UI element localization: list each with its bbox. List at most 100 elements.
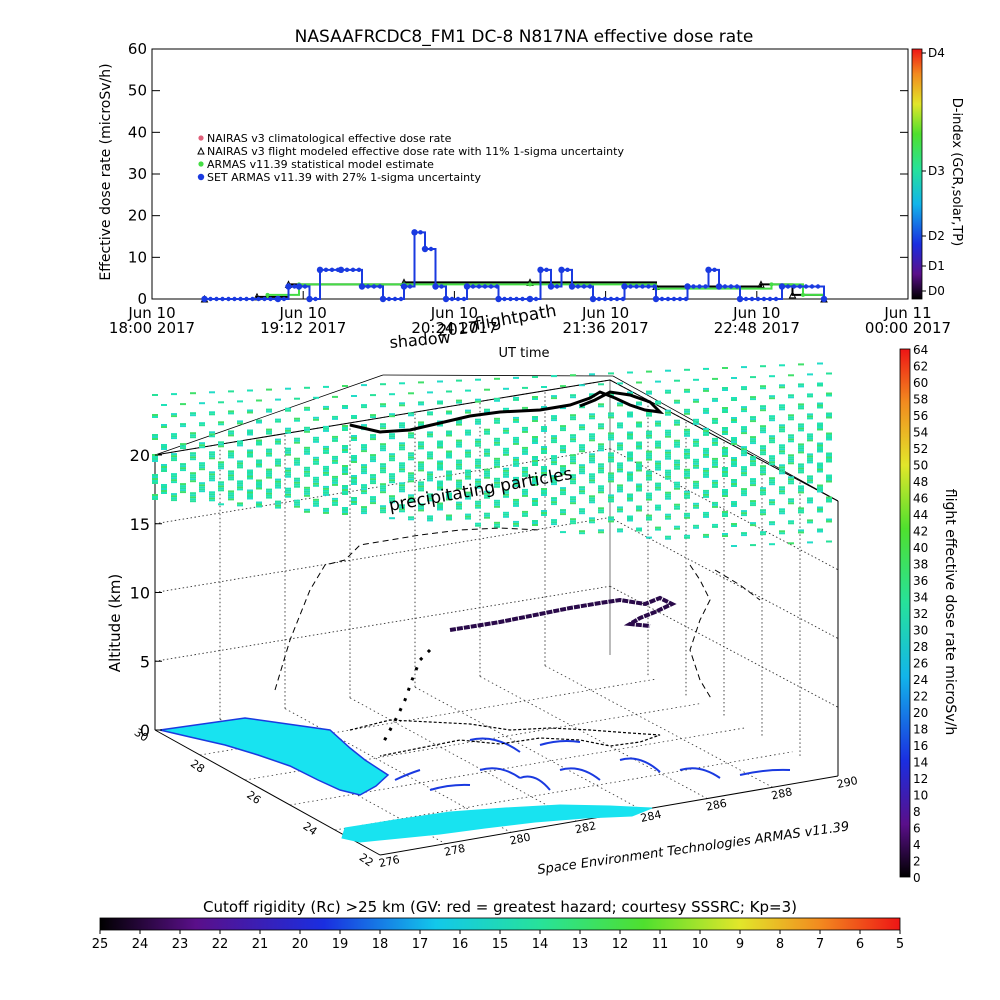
bahamas-coastline bbox=[469, 737, 521, 753]
cutoff-rigidity-title: Cutoff rigidity (Rc) >25 km (GV: red = g… bbox=[203, 898, 797, 916]
x-tick-label-date: Jun 11 bbox=[883, 304, 931, 322]
wall-gridline bbox=[609, 448, 839, 571]
cutoff-tick-label: 21 bbox=[252, 937, 269, 952]
colorbar-tick-label: 14 bbox=[913, 756, 928, 770]
set-armas-point bbox=[232, 296, 237, 302]
set-armas-point bbox=[317, 267, 323, 273]
set-armas-point bbox=[250, 296, 255, 302]
armas-model-point bbox=[265, 292, 270, 297]
set-armas-point bbox=[815, 284, 821, 289]
set-armas-point bbox=[350, 267, 356, 273]
colorbar-tick-label: 38 bbox=[913, 558, 928, 572]
set-armas-point bbox=[628, 284, 633, 289]
set-armas-point bbox=[281, 296, 287, 302]
altitude-tick-label: 0 bbox=[140, 721, 150, 740]
x-tick-label-time: 22:48 2017 bbox=[714, 319, 800, 337]
altitude-tick-label: 10 bbox=[130, 584, 150, 603]
cutoff-tick-label: 7 bbox=[816, 937, 824, 952]
cutoff-tick-label: 22 bbox=[212, 937, 229, 952]
dindex-tick-label: D4 bbox=[928, 46, 945, 60]
top-y-ticks: 0 10 20 30 40 50 60 bbox=[128, 40, 908, 308]
cutoff-tick-label: 14 bbox=[532, 937, 549, 952]
set-armas-point bbox=[703, 284, 708, 289]
top-x-axis-label: UT time bbox=[499, 346, 550, 361]
set-armas-point bbox=[275, 296, 281, 302]
y-tick-label: 10 bbox=[128, 248, 147, 266]
set-armas-point bbox=[596, 296, 602, 302]
colorbar-tick-label: 60 bbox=[913, 376, 928, 390]
colorbar-tick-label: 18 bbox=[913, 723, 928, 737]
set-armas-point bbox=[665, 296, 671, 302]
colorbar-tick-label: 24 bbox=[913, 673, 928, 687]
colorbar-tick-label: 30 bbox=[913, 624, 928, 638]
set-armas-point bbox=[797, 284, 803, 289]
colorbar-tick-label: 64 bbox=[913, 343, 928, 357]
set-armas-point bbox=[286, 284, 291, 289]
cutoff-tick-label: 20 bbox=[292, 937, 309, 952]
x-tick-label-time: 21:36 2017 bbox=[563, 319, 649, 337]
set-armas-point bbox=[634, 284, 639, 289]
set-armas-point bbox=[386, 296, 392, 302]
legend-label: NAIRAS v3 climatological effective dose … bbox=[207, 132, 452, 145]
longitude-tick-label: 278 bbox=[443, 842, 466, 859]
flight-shadow-ground bbox=[349, 719, 661, 757]
legend-label: ARMAS v11.39 statistical model estimate bbox=[207, 158, 434, 171]
dindex-tick-label: D0 bbox=[928, 284, 945, 298]
flight-path-top bbox=[349, 390, 665, 434]
set-armas-point bbox=[728, 284, 734, 289]
dindex-axis-label: D-index (GCR,solar,TP) bbox=[949, 98, 964, 246]
cutoff-tick-label: 11 bbox=[652, 937, 669, 952]
latitude-tick-label: 28 bbox=[188, 757, 207, 776]
cutoff-tick-label: 13 bbox=[572, 937, 589, 952]
dindex-tick-label: D3 bbox=[928, 164, 945, 178]
floor-gridline bbox=[414, 686, 642, 811]
set-armas-point bbox=[439, 284, 444, 289]
set-armas-point bbox=[820, 295, 828, 303]
set-armas-point bbox=[496, 296, 501, 302]
set-armas-point bbox=[344, 267, 350, 273]
set-armas-point bbox=[548, 284, 554, 289]
colorbar-tick-label: 32 bbox=[913, 607, 928, 621]
set-armas-point bbox=[722, 284, 728, 289]
cutoff-tick-label: 17 bbox=[412, 937, 429, 952]
colorbar-tick-label: 2 bbox=[913, 855, 921, 869]
set-armas-point bbox=[716, 284, 722, 289]
date-label: 2017 bbox=[437, 318, 479, 340]
dose-colorbar bbox=[899, 348, 911, 878]
set-armas-point bbox=[683, 296, 689, 302]
x-tick-label-date: Jun 10 bbox=[127, 304, 175, 322]
cutoff-tick-label: 23 bbox=[172, 937, 189, 952]
florida-peninsula bbox=[159, 717, 390, 796]
set-armas-point bbox=[256, 296, 261, 302]
set-armas-point bbox=[712, 267, 717, 273]
legend-symbol bbox=[198, 135, 204, 141]
set-armas-point bbox=[791, 284, 797, 289]
bahamas-coastline bbox=[394, 769, 421, 781]
longitude-tick-label: 288 bbox=[770, 785, 793, 802]
chart-title: NASAAFRCDC8_FM1 DC-8 N817NA effective do… bbox=[295, 27, 754, 47]
altitude-tick-label: 15 bbox=[130, 515, 150, 534]
set-armas-point bbox=[559, 267, 564, 273]
set-armas-point bbox=[323, 267, 329, 273]
x-tick-label-date: Jun 10 bbox=[581, 304, 629, 322]
set-armas-point bbox=[202, 296, 207, 302]
set-armas-point bbox=[533, 296, 539, 302]
cutoff-tick-label: 10 bbox=[692, 937, 709, 952]
colorbar-tick-label: 62 bbox=[913, 360, 928, 374]
flight-shadow-wall-right bbox=[689, 564, 761, 701]
set-armas-point bbox=[407, 284, 413, 289]
set-armas-point bbox=[614, 296, 620, 302]
cutoff-tick-label: 18 bbox=[372, 937, 389, 952]
set-armas-point bbox=[377, 284, 383, 289]
colorbar-tick-label: 46 bbox=[913, 492, 928, 506]
set-armas-point bbox=[620, 296, 626, 302]
set-armas-point bbox=[785, 284, 791, 289]
y-tick-label: 20 bbox=[128, 207, 147, 225]
set-armas-point bbox=[809, 284, 815, 289]
dindex-ticks: D4 D3 D2 D1 D0 bbox=[922, 46, 945, 298]
set-armas-point bbox=[494, 284, 500, 289]
set-armas-point bbox=[767, 296, 773, 302]
x-tick-label-time: 00:00 2017 bbox=[865, 319, 951, 337]
